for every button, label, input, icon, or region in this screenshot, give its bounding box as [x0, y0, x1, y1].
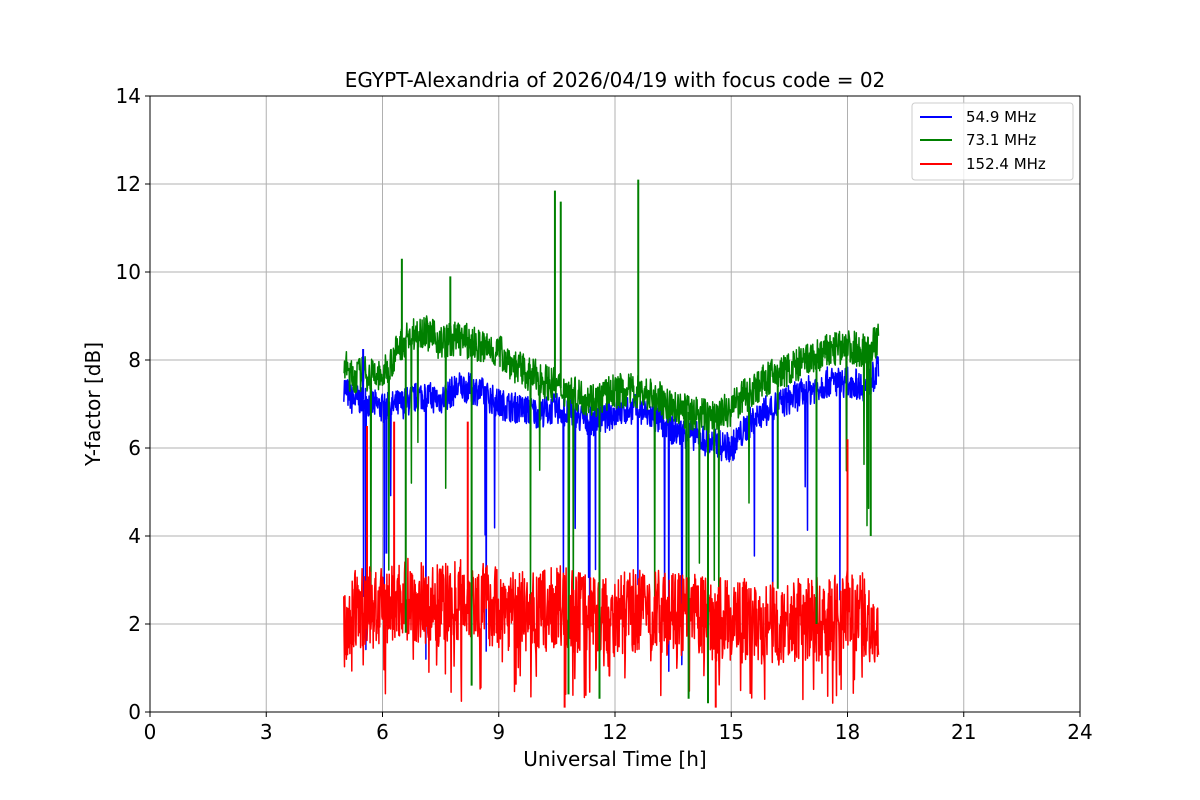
x-tick-label: 24 [1067, 720, 1092, 744]
series-line-152-4 [343, 557, 880, 704]
y-tick-label: 8 [128, 348, 141, 372]
y-tick-label: 2 [128, 612, 141, 636]
x-tick-label: 9 [492, 720, 505, 744]
x-tick-label: 3 [260, 720, 273, 744]
x-tick-label: 15 [719, 720, 744, 744]
series-lines [343, 179, 880, 708]
legend-box [911, 102, 1074, 181]
y-tick-label: 10 [116, 260, 141, 284]
series-line-54-9 [343, 355, 880, 680]
legend-label-152-4: 152.4 MHz [966, 155, 1046, 173]
x-tick-label: 6 [376, 720, 389, 744]
x-tick-label: 18 [835, 720, 860, 744]
x-tick-label: 12 [602, 720, 627, 744]
y-axis-label: Y-factor [dB] [81, 342, 105, 467]
y-tick-label: 14 [116, 84, 141, 108]
y-tick-label: 4 [128, 524, 141, 548]
legend: 54.9 MHz 73.1 MHz 152.4 MHz [911, 102, 1074, 181]
series-line-73-1 [343, 315, 880, 634]
x-axis-label: Universal Time [h] [523, 747, 706, 771]
y-tick-label: 12 [116, 172, 141, 196]
x-tick-label: 21 [951, 720, 976, 744]
y-tick-label: 0 [128, 700, 141, 724]
chart-title: EGYPT-Alexandria of 2026/04/19 with focu… [345, 68, 886, 92]
legend-label-54-9: 54.9 MHz [966, 108, 1036, 126]
y-tick-label: 6 [128, 436, 141, 460]
x-tick-label: 0 [144, 720, 157, 744]
legend-label-73-1: 73.1 MHz [966, 131, 1036, 149]
